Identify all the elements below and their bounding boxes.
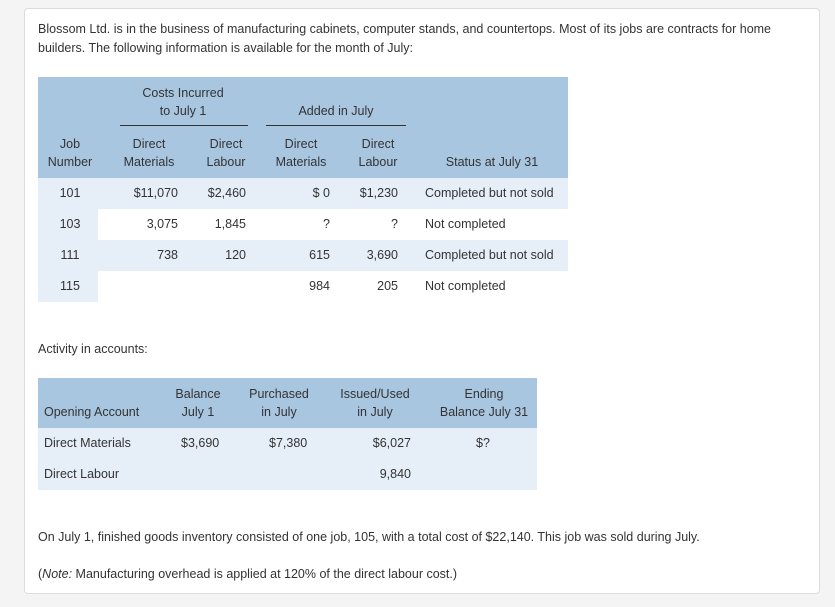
- note-text: Manufacturing overhead is applied at 120…: [75, 567, 458, 581]
- direct-labour-july1: 1,845: [214, 217, 246, 231]
- direct-materials-july1: 738: [157, 248, 178, 262]
- account-name: Direct Labour: [44, 467, 120, 481]
- header-ending-1: Ending: [464, 387, 504, 401]
- header-issued-2: in July: [357, 405, 393, 419]
- intro-text: Blossom Ltd. is in the business of manuf…: [38, 22, 772, 55]
- issued-july: $6,027: [372, 436, 411, 450]
- job-number: 103: [59, 217, 81, 231]
- header-issued-1: Issued/Used: [340, 387, 410, 401]
- header-adm-2: Materials: [275, 155, 327, 169]
- header-job-1: Job: [59, 137, 81, 151]
- header-balance-1: Balance: [175, 387, 221, 401]
- job-status: Completed but not sold: [425, 186, 554, 200]
- direct-materials-added: ?: [323, 217, 330, 231]
- header-to-july-1: to July 1: [159, 104, 207, 118]
- account-name: Direct Materials: [44, 436, 131, 450]
- header-dm-1: Direct: [132, 137, 166, 151]
- header-balance-2: July 1: [181, 405, 215, 419]
- header-ending-2: Balance July 31: [439, 405, 529, 419]
- job-number: 111: [60, 248, 80, 262]
- job-number: 101: [59, 186, 81, 200]
- table-row: Direct Materials $3,690 $7,380 $6,027 $?: [38, 428, 537, 459]
- direct-labour-added: ?: [391, 217, 398, 231]
- direct-labour-july1: 120: [225, 248, 246, 262]
- overhead-note: (Note: Manufacturing overhead is applied…: [38, 567, 457, 581]
- header-adl-2: Labour: [358, 155, 398, 169]
- note-label: Note:: [42, 567, 73, 581]
- account-activity-table: Opening Account Balance July 1 Purchased…: [38, 378, 537, 491]
- header-adm-1: Direct: [284, 137, 318, 151]
- table-row: Direct Labour 9,840: [38, 459, 537, 490]
- ending-balance: $?: [476, 436, 490, 450]
- direct-materials-added: $ 0: [312, 186, 330, 200]
- job-status: Not completed: [425, 279, 506, 293]
- direct-materials-added: 615: [309, 248, 330, 262]
- direct-labour-added: 205: [377, 279, 398, 293]
- purchased-july: $7,380: [269, 436, 308, 450]
- header-purchased-2: in July: [261, 405, 297, 419]
- direct-labour-added: 3,690: [366, 248, 398, 262]
- header-rule-added: [266, 125, 406, 126]
- header-dm-2: Materials: [123, 155, 175, 169]
- job-cost-table-header: Costs Incurred to July 1 Added in July J…: [38, 77, 568, 178]
- header-adl-1: Direct: [361, 137, 395, 151]
- account-activity-header: Opening Account Balance July 1 Purchased…: [38, 378, 537, 428]
- job-cell-bg: [38, 271, 98, 302]
- header-dl-2: Labour: [206, 155, 246, 169]
- direct-materials-july1: 3,075: [146, 217, 178, 231]
- header-rule-costs: [120, 125, 248, 126]
- direct-materials-july1: $11,070: [133, 186, 178, 200]
- direct-labour-july1: $2,460: [207, 186, 246, 200]
- header-opening-account: Opening Account: [44, 405, 140, 419]
- table-row: 103 3,075 1,845 ? ? Not completed: [38, 209, 568, 240]
- table-row: 101 $11,070 $2,460 $ 0 $1,230 Completed …: [38, 178, 568, 209]
- job-number: 115: [60, 279, 80, 293]
- header-status: Status at July 31: [445, 155, 539, 169]
- direct-materials-added: 984: [309, 279, 330, 293]
- note-open-paren: (: [38, 567, 43, 581]
- header-added-in-july: Added in July: [298, 104, 374, 118]
- activity-label: Activity in accounts:: [38, 342, 148, 356]
- finished-goods-note: On July 1, finished goods inventory cons…: [38, 530, 700, 544]
- header-costs-incurred: Costs Incurred: [142, 86, 224, 100]
- balance-july1: $3,690: [181, 436, 220, 450]
- direct-labour-added: $1,230: [359, 186, 398, 200]
- job-status: Not completed: [425, 217, 506, 231]
- header-job-2: Number: [47, 155, 93, 169]
- job-status: Completed but not sold: [425, 248, 554, 262]
- table-row: 115 984 205 Not completed: [38, 271, 568, 302]
- job-cell-bg: [38, 209, 98, 240]
- job-cost-table: Costs Incurred to July 1 Added in July J…: [38, 77, 568, 305]
- issued-july: 9,840: [379, 467, 411, 481]
- header-dl-1: Direct: [209, 137, 243, 151]
- header-purchased-1: Purchased: [249, 387, 309, 401]
- table-row: 111 738 120 615 3,690 Completed but not …: [38, 240, 568, 271]
